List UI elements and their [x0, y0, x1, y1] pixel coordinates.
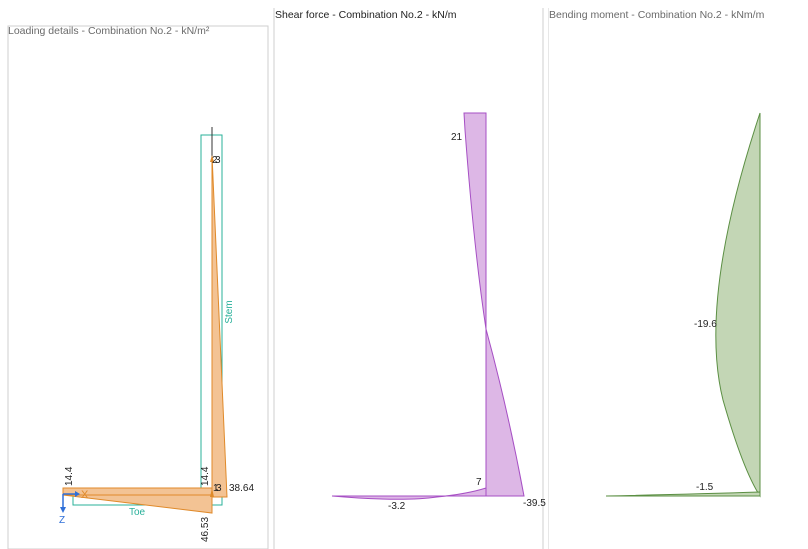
load-arrow-icon — [210, 488, 214, 497]
axis-z-label: Z — [59, 515, 65, 526]
moment-diagram: -19.6 -1.5 — [548, 8, 761, 549]
shear-panel-title: Shear force - Combination No.2 - kN/m — [275, 9, 457, 21]
node-top-label-2: 3 — [215, 155, 221, 166]
moment-stem-value: -19.6 — [694, 319, 717, 330]
shear-heel-value: -39.5 — [523, 498, 546, 509]
moment-toe-value: -1.5 — [696, 482, 714, 493]
toe-label: Toe — [129, 507, 146, 518]
stem-pressure — [211, 154, 228, 498]
moment-panel: Bending moment - Combination No.2 - kNm/… — [548, 0, 808, 549]
axis-x-arrow-icon — [75, 491, 80, 497]
shear-top-value: 21 — [451, 132, 463, 143]
stem-moment — [715, 112, 761, 498]
toe-moment — [605, 491, 761, 497]
moment-panel-title: Bending moment - Combination No.2 - kNm/… — [549, 9, 765, 21]
shear-diagram: 21 7 -3.2 -39.5 — [273, 8, 546, 549]
toe-right-value: 14.4 — [200, 466, 211, 486]
shear-panel: Shear force - Combination No.2 - kN/m 21… — [272, 0, 548, 549]
node-base-label: 1 — [213, 483, 219, 494]
loading-panel: Loading details - Combination No.2 - kN/… — [0, 0, 272, 549]
loading-panel-border — [7, 25, 269, 549]
stem-shear-upper — [463, 112, 487, 330]
shear-base-value: 7 — [476, 477, 482, 488]
loading-diagram: X Z Stem Toe 14.4 14.4 46.53 38.64 2 3 1… — [7, 25, 269, 549]
axis-x-label: X — [81, 489, 89, 501]
stem-shear-lower — [485, 328, 525, 497]
stem-label: Stem — [224, 300, 235, 323]
stem-base-value: 38.64 — [229, 483, 254, 494]
loading-panel-title: Loading details - Combination No.2 - kN/… — [8, 25, 210, 37]
bottom-pressure-value: 46.53 — [200, 517, 211, 542]
toe-left-value: 14.4 — [64, 466, 75, 486]
axis-z-arrow-icon — [60, 507, 66, 513]
load-arrow-icon — [210, 155, 214, 162]
shear-toe-value: -3.2 — [388, 501, 406, 512]
toe-shear — [331, 487, 487, 500]
node-top-label: 2 — [212, 155, 218, 166]
base-pressure — [62, 494, 213, 514]
node-base-label-2: 3 — [216, 483, 222, 494]
